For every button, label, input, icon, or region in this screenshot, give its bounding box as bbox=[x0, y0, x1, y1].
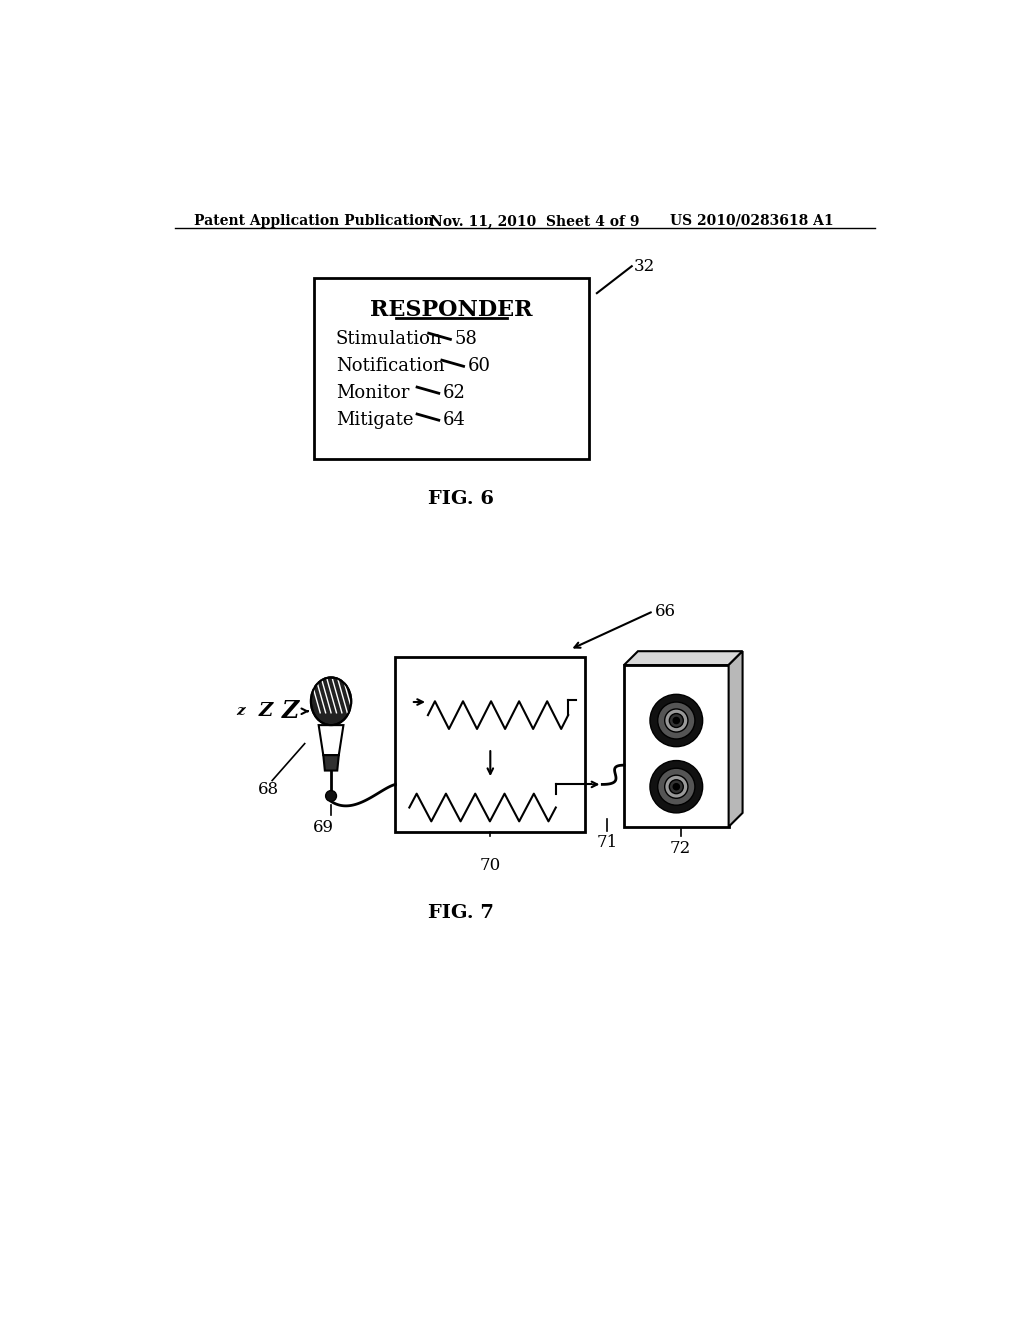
Text: Notification: Notification bbox=[336, 358, 444, 375]
Text: Z: Z bbox=[283, 700, 299, 723]
Bar bbox=[624, 665, 729, 826]
Bar bbox=[395, 657, 586, 832]
Circle shape bbox=[673, 718, 679, 723]
Text: Nov. 11, 2010  Sheet 4 of 9: Nov. 11, 2010 Sheet 4 of 9 bbox=[430, 214, 640, 228]
Text: Stimulation: Stimulation bbox=[336, 330, 442, 348]
Polygon shape bbox=[318, 725, 343, 755]
Polygon shape bbox=[729, 651, 742, 826]
Circle shape bbox=[326, 791, 337, 801]
Circle shape bbox=[650, 760, 702, 813]
Text: RESPONDER: RESPONDER bbox=[371, 300, 532, 321]
Text: 71: 71 bbox=[596, 834, 617, 851]
Text: US 2010/0283618 A1: US 2010/0283618 A1 bbox=[671, 214, 835, 228]
Text: 64: 64 bbox=[442, 411, 466, 429]
Text: FIG. 7: FIG. 7 bbox=[428, 904, 495, 921]
Text: Z: Z bbox=[259, 702, 273, 721]
Text: 32: 32 bbox=[634, 257, 655, 275]
Circle shape bbox=[665, 775, 688, 799]
Text: 58: 58 bbox=[455, 330, 477, 348]
Circle shape bbox=[650, 694, 702, 747]
Ellipse shape bbox=[311, 677, 351, 725]
Circle shape bbox=[673, 784, 679, 789]
Text: 68: 68 bbox=[258, 780, 280, 797]
Text: z: z bbox=[237, 705, 245, 718]
Text: Patent Application Publication: Patent Application Publication bbox=[194, 214, 433, 228]
Polygon shape bbox=[624, 651, 742, 665]
Text: 62: 62 bbox=[442, 384, 466, 403]
Circle shape bbox=[657, 702, 695, 739]
Text: Mitigate: Mitigate bbox=[336, 411, 414, 429]
Text: FIG. 6: FIG. 6 bbox=[428, 490, 495, 507]
Circle shape bbox=[670, 714, 683, 727]
Bar bbox=[314, 277, 589, 459]
Circle shape bbox=[665, 709, 688, 733]
Text: 72: 72 bbox=[670, 840, 691, 857]
Text: 70: 70 bbox=[479, 857, 501, 874]
Circle shape bbox=[657, 768, 695, 805]
Text: 66: 66 bbox=[655, 603, 676, 620]
Text: 69: 69 bbox=[312, 818, 334, 836]
Text: Monitor: Monitor bbox=[336, 384, 409, 403]
Circle shape bbox=[670, 780, 683, 793]
Polygon shape bbox=[324, 755, 339, 771]
Text: 60: 60 bbox=[467, 358, 490, 375]
